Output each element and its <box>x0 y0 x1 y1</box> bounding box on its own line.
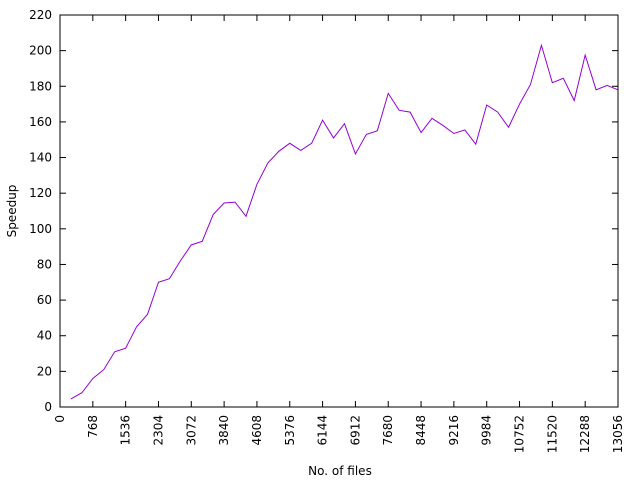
x-tick-label: 1536 <box>119 415 133 446</box>
y-tick-label: 220 <box>29 8 52 22</box>
x-tick-label: 11520 <box>545 415 559 453</box>
x-tick-label: 8448 <box>414 415 428 446</box>
x-tick-label: 3840 <box>217 415 231 446</box>
y-tick-label: 80 <box>37 257 52 271</box>
y-tick-label: 120 <box>29 186 52 200</box>
x-tick-label: 4608 <box>250 415 264 446</box>
data-line <box>70 43 619 400</box>
x-tick-label: 13056 <box>611 415 625 453</box>
x-tick-label: 3072 <box>184 415 198 446</box>
x-axis-label: No. of files <box>308 464 372 478</box>
x-tick-label: 0 <box>53 415 67 423</box>
y-tick-label: 20 <box>37 364 52 378</box>
y-tick-label: 180 <box>29 79 52 93</box>
plot-border <box>59 14 619 408</box>
x-tick-label: 9984 <box>480 415 494 446</box>
y-tick-label: 140 <box>29 151 52 165</box>
x-tick-label: 9216 <box>447 415 461 446</box>
x-tick-label: 10752 <box>513 415 527 453</box>
x-tick-label: 7680 <box>381 415 395 446</box>
y-tick-label: 160 <box>29 115 52 129</box>
y-tick-label: 100 <box>29 222 52 236</box>
y-axis-label: Speedup <box>5 185 19 238</box>
y-tick-label: 0 <box>44 400 52 414</box>
x-tick-label: 6144 <box>316 415 330 446</box>
x-tick-label: 768 <box>86 415 100 438</box>
x-tick-label: 6912 <box>348 415 362 446</box>
y-tick-label: 40 <box>37 329 52 343</box>
y-tick-label: 60 <box>37 293 52 307</box>
x-tick-label: 5376 <box>283 415 297 446</box>
y-tick-label: 200 <box>29 44 52 58</box>
x-tick-label: 12288 <box>578 415 592 453</box>
x-tick-label: 2304 <box>151 415 165 446</box>
